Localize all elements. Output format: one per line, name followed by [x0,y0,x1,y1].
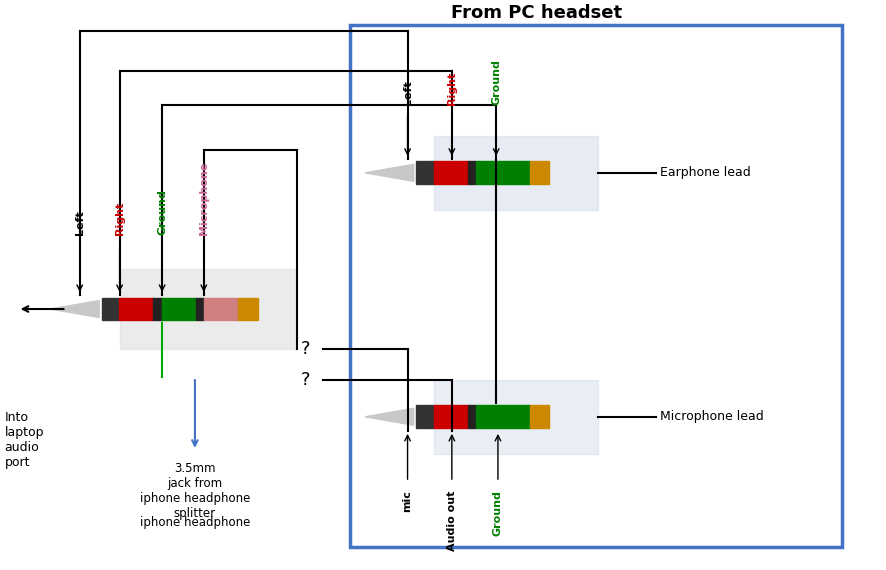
Text: 3.5mm
jack from
iphone headphone
splitter: 3.5mm jack from iphone headphone splitte… [140,462,250,520]
Bar [468,161,477,184]
Text: Microphone lead: Microphone lead [660,410,764,424]
Text: Left: Left [74,210,85,235]
Text: Earphone lead: Earphone lead [660,166,750,180]
Bar [416,405,434,428]
Text: Left: Left [402,80,413,105]
Bar [434,380,598,454]
Text: Ground: Ground [493,491,503,536]
Bar [120,298,153,320]
Text: ?: ? [301,340,310,358]
Text: Into
laptop
audio
port: Into laptop audio port [4,411,44,469]
Bar [530,405,549,428]
Text: Microphone: Microphone [198,162,209,235]
Bar [477,161,530,184]
Polygon shape [365,164,414,181]
Text: Right: Right [114,202,125,235]
Bar [238,298,258,320]
Text: iphone headphone: iphone headphone [140,516,250,529]
Bar [205,298,238,320]
Bar [434,136,598,210]
Bar [468,405,477,428]
Text: ?: ? [301,371,310,389]
Text: Audio out: Audio out [447,491,457,551]
Bar [153,298,162,320]
Polygon shape [365,408,414,425]
Text: Ground: Ground [491,59,501,105]
Bar [477,405,530,428]
Bar [102,298,120,320]
Text: mic: mic [402,491,413,512]
Bar [196,298,205,320]
Text: Ground: Ground [157,189,167,235]
Bar [120,269,297,349]
Bar [434,405,468,428]
Text: Right: Right [447,71,457,105]
Polygon shape [51,300,99,317]
Bar [162,298,196,320]
Bar [416,161,434,184]
Text: From PC headset: From PC headset [451,5,622,22]
Bar [530,161,549,184]
Bar [434,161,468,184]
